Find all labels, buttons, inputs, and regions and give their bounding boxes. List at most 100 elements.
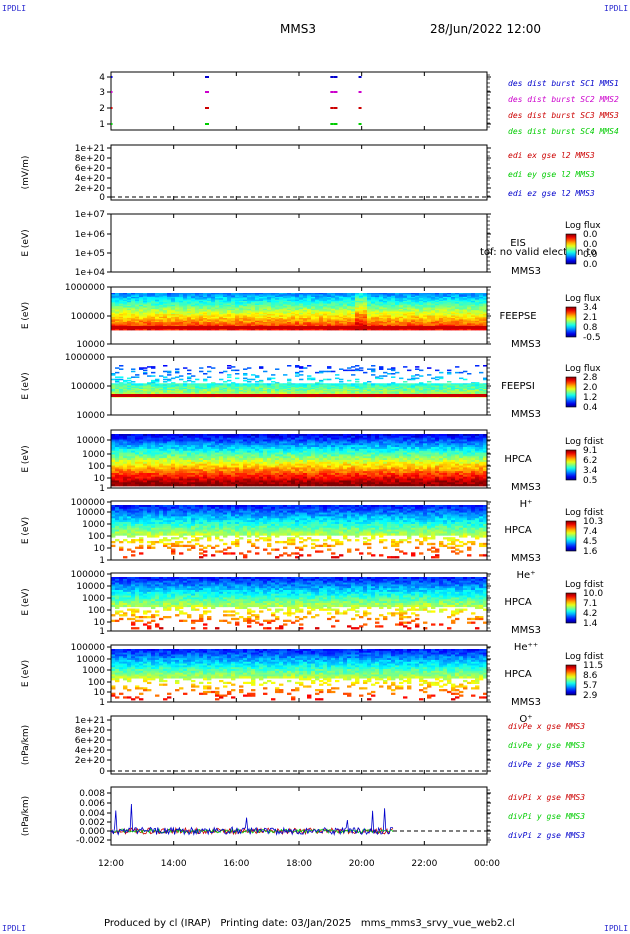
- burst-mark: [333, 123, 338, 125]
- y-tick-label: 2: [99, 104, 105, 114]
- y-tick-label: 0.004: [79, 809, 105, 819]
- colorbar-tick: 7.1: [583, 599, 597, 609]
- colorbar-title: Log flux: [565, 364, 601, 374]
- y-tick-label: 1000: [82, 666, 105, 676]
- colorbar-tick: 2.9: [583, 691, 598, 701]
- colorbar-tick: 9.1: [583, 446, 597, 456]
- colorbar: [565, 376, 577, 408]
- corner-label-bl: IPDLI: [2, 924, 27, 933]
- colorbar-tick: 2.8: [583, 373, 598, 383]
- colorbar-tick: 1.6: [583, 547, 598, 557]
- colorbar: [565, 233, 577, 265]
- colorbar-tick: 6.2: [583, 456, 597, 466]
- species-label: He⁺⁺: [514, 642, 538, 653]
- y-tick-label: 10000: [76, 340, 105, 350]
- burst-mark: [205, 107, 209, 109]
- burst-mark: [205, 91, 209, 93]
- corner-label-br: IPDLI: [604, 924, 629, 933]
- legend-entry: des dist burst SC4 MMS4: [508, 127, 619, 136]
- instrument-label: EIS: [510, 238, 526, 249]
- y-axis-label: (mV/m): [21, 156, 31, 190]
- y-tick-label: 1000: [82, 450, 105, 460]
- y-tick-label: 10000: [76, 411, 105, 421]
- y-axis-label: E (eV): [21, 588, 31, 615]
- instrument-label: HPCA: [504, 597, 532, 608]
- legend-entry: edi ex gse l2 MMS3: [508, 151, 595, 160]
- divpi-y-line: [110, 828, 394, 834]
- panel-frame: [110, 213, 488, 273]
- y-tick-label: 0.000: [79, 827, 105, 837]
- y-tick-label: 2e+20: [75, 184, 106, 194]
- y-tick-label: 100000: [71, 498, 106, 508]
- colorbar-tick: 8.6: [583, 671, 598, 681]
- colorbar-tick: 1.2: [583, 393, 597, 403]
- y-tick-label: 1e+21: [75, 144, 105, 154]
- instrument-label: HPCA: [504, 525, 532, 536]
- footer-text: Produced by cl (IRAP) Printing date: 03/…: [104, 918, 515, 929]
- burst-mark: [333, 107, 338, 109]
- panel-hpca-h: 10000 1000 100 101 E (eV) HPCA MMS3 H⁺ Log fdist…: [21, 429, 604, 510]
- colorbar-tick: 0.4: [583, 403, 598, 413]
- page-title: MMS3: [280, 22, 316, 36]
- colorbar-tick: -0.5: [583, 333, 601, 343]
- y-tick-label: 1e+05: [75, 249, 105, 259]
- x-tick-label: 22:00: [411, 859, 437, 869]
- burst-mark-start: [111, 123, 113, 125]
- y-tick-label: 0.002: [79, 818, 105, 828]
- instrument-label: FEEPSE: [499, 311, 536, 322]
- colorbar-tick: 11.5: [583, 661, 603, 671]
- panel-frame: [110, 715, 488, 775]
- colorbar-tick: 5.7: [583, 681, 597, 691]
- panel-frame: [110, 144, 488, 201]
- y-axis-label: E (eV): [21, 517, 31, 544]
- burst-mark: [205, 123, 209, 125]
- y-tick-label: 0: [99, 767, 105, 777]
- legend-entry: des dist burst SC1 MMS1: [508, 79, 619, 88]
- colorbar-title: Log fdist: [565, 437, 604, 447]
- y-axis-label: E (eV): [21, 372, 31, 399]
- y-tick-label: 100000: [71, 382, 106, 392]
- legend-entry: divPi x gse MMS3: [508, 793, 585, 802]
- burst-mark: [358, 107, 362, 109]
- y-tick-label: 4e+20: [75, 746, 106, 756]
- y-tick-label: 1: [99, 120, 105, 130]
- x-tick-label: 00:00: [474, 859, 500, 869]
- x-tick-label: 14:00: [161, 859, 187, 869]
- y-tick-label: -0.002: [76, 836, 105, 846]
- overlay-message: tof: no valid electron to: [480, 247, 597, 258]
- burst-mark: [358, 123, 362, 125]
- species-label: He⁺: [517, 570, 536, 581]
- y-tick-label: 10000: [76, 436, 105, 446]
- colorbar-title: Log fdist: [565, 508, 604, 518]
- colorbar-tick: 2.0: [583, 383, 598, 393]
- y-tick-label: 1e+21: [75, 716, 105, 726]
- y-tick-label: 100000: [71, 312, 106, 322]
- panel-frame: [110, 786, 488, 846]
- panel-hpca-hepp: 100000 10000 1000 100 101 E (eV) HPCA MMS3 He⁺⁺ L…: [21, 570, 604, 653]
- y-axis-label: (nPa/km): [21, 796, 31, 836]
- instrument-sc-label: MMS3: [511, 553, 541, 564]
- y-tick-label: 10000: [76, 655, 105, 665]
- colorbar-tick: 3.4: [583, 466, 598, 476]
- burst-mark-start: [111, 91, 113, 93]
- y-tick-label: 100000: [71, 643, 106, 653]
- y-tick-label: 1: [99, 484, 105, 494]
- y-tick-label: 10: [94, 544, 106, 554]
- y-axis-label: (nPa/km): [21, 725, 31, 765]
- y-tick-label: 1: [99, 698, 105, 708]
- colorbar-tick: 0.5: [583, 476, 597, 486]
- colorbar-title: Log fdist: [565, 580, 604, 590]
- burst-mark: [330, 76, 334, 78]
- feepse-spectrogram: [111, 293, 488, 331]
- instrument-sc-label: MMS3: [511, 482, 541, 493]
- burst-mark: [330, 107, 334, 109]
- y-tick-label: 4: [99, 73, 105, 83]
- colorbar-title: Log flux: [565, 221, 601, 231]
- y-tick-label: 10: [94, 618, 106, 628]
- legend-entry: edi ey gse l2 MMS3: [508, 170, 595, 179]
- colorbar: [565, 449, 577, 481]
